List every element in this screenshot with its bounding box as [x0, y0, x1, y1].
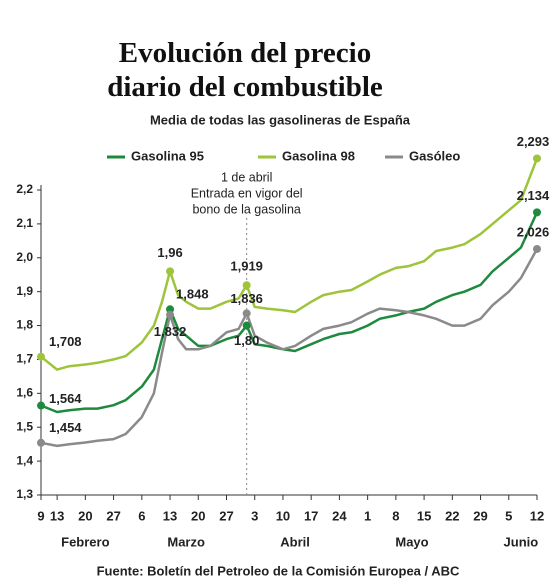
x-tick-label: 20 — [191, 508, 205, 523]
x-tick-label: 13 — [163, 508, 177, 523]
point-marker — [533, 244, 541, 253]
legend-label: Gasolina 98 — [282, 148, 355, 163]
y-tick-label: 2,0 — [16, 250, 33, 264]
month-label: Febrero — [61, 534, 109, 549]
y-tick-label: 1,8 — [16, 318, 33, 332]
x-tick-label: 27 — [106, 508, 120, 523]
data-label: 1,80 — [234, 333, 259, 348]
data-label: 1,96 — [157, 245, 182, 260]
data-label: 1,832 — [154, 324, 187, 339]
source: Fuente: Boletín del Petroleo de la Comis… — [97, 563, 460, 578]
x-tick-label: 27 — [219, 508, 233, 523]
x-tick-label: 13 — [50, 508, 64, 523]
subtitle: Media de todas las gasolineras de España — [150, 112, 411, 127]
x-tick-label: 5 — [505, 508, 512, 523]
x-tick-label: 22 — [445, 508, 459, 523]
data-label: 1,564 — [49, 391, 82, 406]
x-tick-label: 8 — [392, 508, 399, 523]
point-marker — [37, 352, 45, 361]
legend-item: Gasolina 98 — [258, 148, 355, 163]
annotation-text: 1 de abril — [221, 170, 272, 184]
point-marker — [242, 309, 251, 318]
x-tick-label: 9 — [37, 508, 44, 523]
y-tick-label: 1,4 — [16, 453, 33, 467]
point-marker — [242, 281, 251, 290]
data-label: 2,134 — [517, 188, 550, 203]
series-line — [40, 248, 539, 448]
y-tick-label: 1,5 — [16, 419, 33, 433]
data-label: 1,454 — [49, 420, 82, 435]
month-label: Mayo — [395, 534, 428, 549]
x-tick-label: 29 — [473, 508, 487, 523]
y-tick-label: 2,1 — [16, 216, 33, 230]
point-marker — [37, 438, 45, 447]
x-tick-label: 20 — [78, 508, 92, 523]
x-tick-label: 10 — [276, 508, 290, 523]
point-marker — [533, 154, 541, 163]
data-label: 2,293 — [517, 134, 550, 149]
y-tick-label: 1,3 — [16, 487, 33, 501]
legend-label: Gasóleo — [409, 148, 460, 163]
y-tick-label: 2,2 — [16, 182, 33, 196]
series-line — [40, 158, 539, 371]
data-label: 1,848 — [176, 287, 209, 302]
legend-item: Gasóleo — [385, 148, 460, 163]
month-label: Abril — [280, 534, 310, 549]
point-marker — [166, 310, 175, 319]
annotation-text: Entrada en vigor del — [191, 186, 303, 200]
point-marker — [242, 321, 251, 330]
data-label: 2,026 — [517, 224, 550, 239]
month-label: Marzo — [167, 534, 205, 549]
y-tick-label: 1,9 — [16, 284, 33, 298]
legend-label: Gasolina 95 — [131, 148, 204, 163]
series-line — [40, 211, 539, 414]
y-tick-label: 1,7 — [16, 352, 33, 366]
point-marker — [166, 267, 175, 276]
data-label: 1,708 — [49, 334, 82, 349]
x-tick-label: 1 — [364, 508, 371, 523]
y-tick-label: 1,6 — [16, 386, 33, 400]
legend-item: Gasolina 95 — [107, 148, 204, 163]
data-label: 1,836 — [230, 291, 263, 306]
annotation-text: bono de la gasolina — [192, 202, 300, 216]
x-tick-label: 15 — [417, 508, 431, 523]
x-tick-label: 6 — [138, 508, 145, 523]
x-tick-label: 24 — [332, 508, 347, 523]
x-tick-label: 12 — [530, 508, 544, 523]
x-tick-label: 3 — [251, 508, 258, 523]
chart-title: Evolución del precio diario del combusti… — [107, 37, 383, 103]
x-tick-label: 17 — [304, 508, 318, 523]
point-marker — [37, 401, 45, 410]
month-label: Junio — [504, 534, 539, 549]
point-marker — [533, 208, 541, 217]
data-label: 1,919 — [230, 259, 263, 274]
